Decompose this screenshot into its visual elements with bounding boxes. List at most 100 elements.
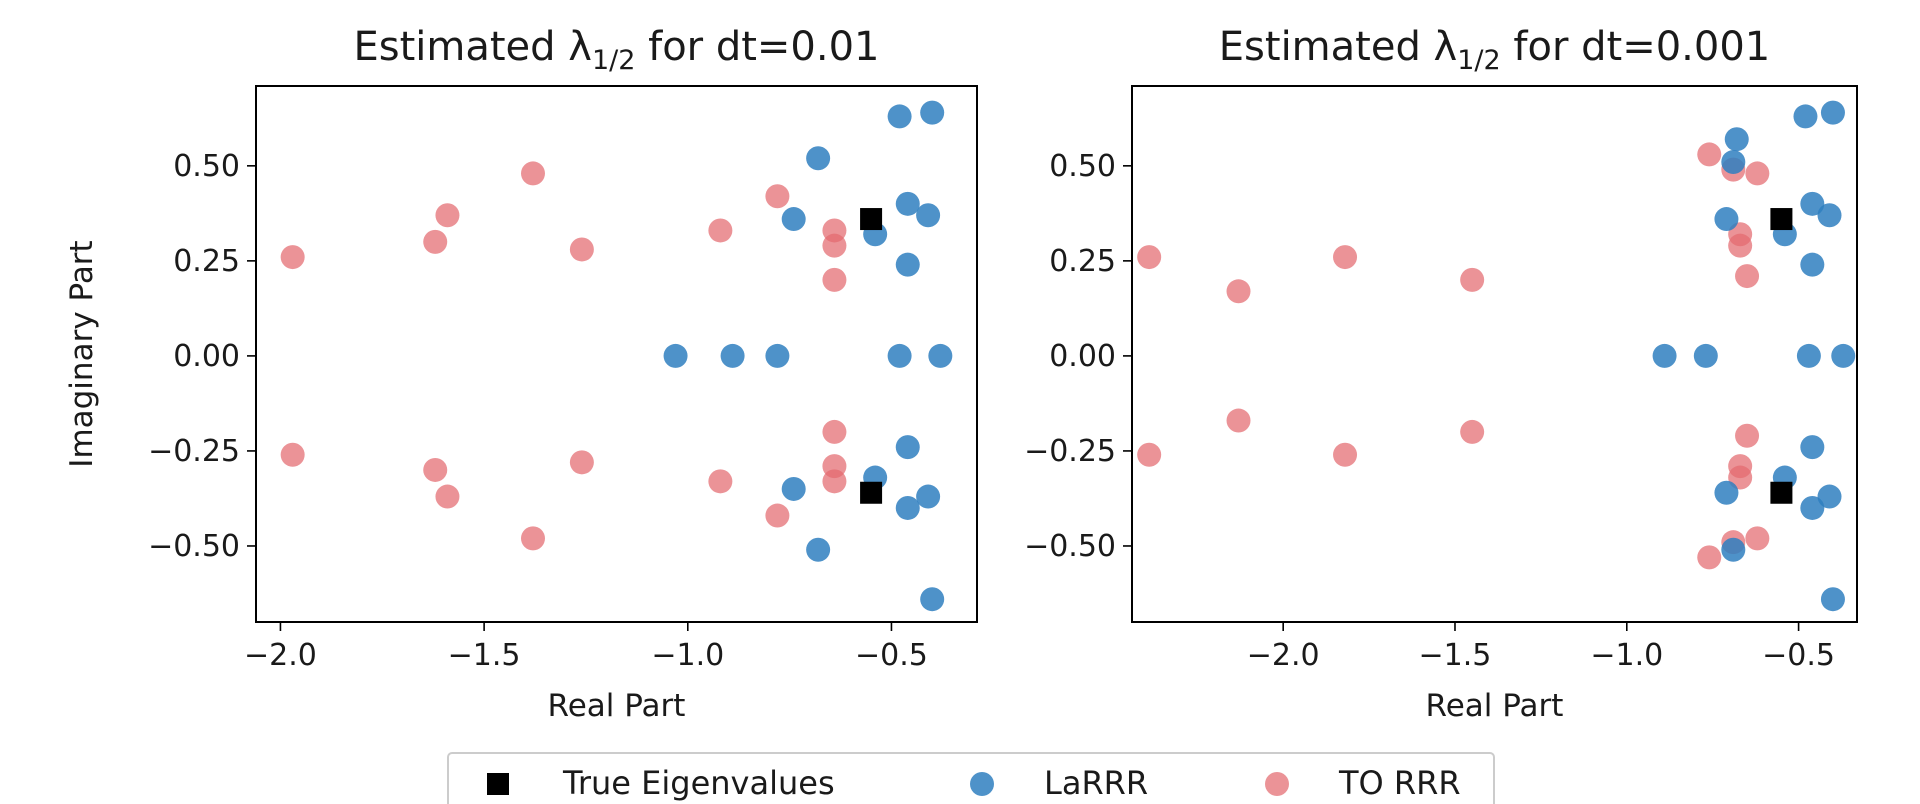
larrr-point [765,343,790,368]
to-rrr-point [1333,245,1358,270]
legend-label: True Eigenvalues [562,764,835,802]
larrr-point [928,343,953,368]
larrr-point [1714,480,1739,505]
larrr-point [720,343,745,368]
legend-label: LaRRR [1044,764,1148,802]
legend-marker [487,773,509,795]
larrr-point [1800,435,1825,460]
larrr-point [1831,343,1856,368]
larrr-point [806,537,831,562]
legend-label: TO RRR [1338,764,1461,802]
y-tick-label: 0.50 [1049,149,1116,184]
legend: True Eigenvalues LaRRR TO RRR [447,752,1495,804]
to-rrr-point [423,457,448,482]
chart-panel-1: Estimated λ1/2 for dt=0.01 −2.0 −1.5 −1.0 −0… [64,24,978,724]
to-rrr-point [822,419,847,444]
x-tick-label: −0.5 [855,638,928,673]
to-rrr-point [569,450,594,475]
larrr-point [1820,100,1845,125]
legend-item-to-rrr: TO RRR [1265,764,1461,802]
to-rrr-point [1735,264,1760,289]
to-rrr-point [423,229,448,254]
x-axis-label: Real Part [1426,688,1564,724]
y-tick-label: 0.25 [173,244,240,279]
larrr-point [895,191,920,216]
to-rrr-point [520,161,545,186]
legend-marker [1265,772,1289,796]
x-tick-label: −1.0 [1590,638,1663,673]
larrr-point [916,203,941,228]
title-prefix: Estimated λ [353,24,591,70]
chart-title: Estimated λ1/2 for dt=0.001 [1219,24,1770,76]
x-tick-label: −2.0 [1247,638,1320,673]
larrr-point [916,484,941,509]
to-rrr-point [822,454,847,479]
y-tick-label: −0.25 [1024,434,1116,469]
larrr-point [895,252,920,277]
to-rrr-point [708,469,733,494]
larrr-point [887,343,912,368]
larrr-point [1652,343,1677,368]
to-rrr-point [765,184,790,209]
data-points [1137,100,1856,612]
to-rrr-point [1137,442,1162,467]
larrr-point [806,146,831,171]
y-tick-label: 0.25 [1049,244,1116,279]
larrr-point [781,476,806,501]
x-tick-label: −1.5 [448,638,521,673]
title-suffix: for dt=0.001 [1501,24,1771,70]
y-tick-label: 0.00 [1049,339,1116,374]
to-rrr-point [1226,408,1251,433]
title-subscript: 1/2 [1457,45,1500,76]
legend-item-true-eigenvalues: True Eigenvalues [487,764,835,802]
larrr-point [1793,104,1818,129]
x-tick-label: −1.0 [651,638,724,673]
to-rrr-point [520,526,545,551]
larrr-point [1800,252,1825,277]
x-tick-label: −1.5 [1419,638,1492,673]
plot-frame [1131,85,1858,623]
larrr-point [895,435,920,460]
larrr-point [1693,343,1718,368]
title-suffix: for dt=0.01 [635,24,879,70]
chart-title: Estimated λ1/2 for dt=0.01 [353,24,879,76]
larrr-point [895,495,920,520]
to-rrr-point [822,267,847,292]
to-rrr-point [1137,245,1162,270]
chart-panel-2: Estimated λ1/2 for dt=0.001 −2.0 −1.5 −1.0 −… [1024,24,1858,724]
to-rrr-point [435,484,460,509]
to-rrr-point [1728,233,1753,258]
larrr-point [920,587,945,612]
y-tick-label: −0.50 [148,529,240,564]
larrr-point [920,100,945,125]
y-tick-label: 0.00 [173,339,240,374]
larrr-point [1820,587,1845,612]
larrr-point [781,207,806,232]
larrr-point [1721,150,1746,175]
title-subscript: 1/2 [592,45,635,76]
larrr-point [663,343,688,368]
true-eigenvalue-point [1770,208,1793,231]
y-axis-label: Imaginary Part [64,240,100,467]
larrr-point [1817,203,1842,228]
to-rrr-point [1735,423,1760,448]
true-eigenvalue-point [1770,481,1793,504]
larrr-point [1800,191,1825,216]
true-eigenvalue-point [860,481,883,504]
to-rrr-point [1697,545,1722,570]
x-tick-label: −0.5 [1762,638,1835,673]
plot-frame [255,85,978,623]
to-rrr-point [569,237,594,262]
title-prefix: Estimated λ [1219,24,1457,70]
larrr-point [1724,127,1749,152]
larrr-point [1817,484,1842,509]
to-rrr-point [765,503,790,528]
to-rrr-point [1460,267,1485,292]
x-axis-label: Real Part [548,688,686,724]
to-rrr-point [1460,419,1485,444]
to-rrr-point [1745,526,1770,551]
to-rrr-point [822,233,847,258]
x-tick-label: −2.0 [244,638,317,673]
to-rrr-point [280,245,305,270]
larrr-point [887,104,912,129]
